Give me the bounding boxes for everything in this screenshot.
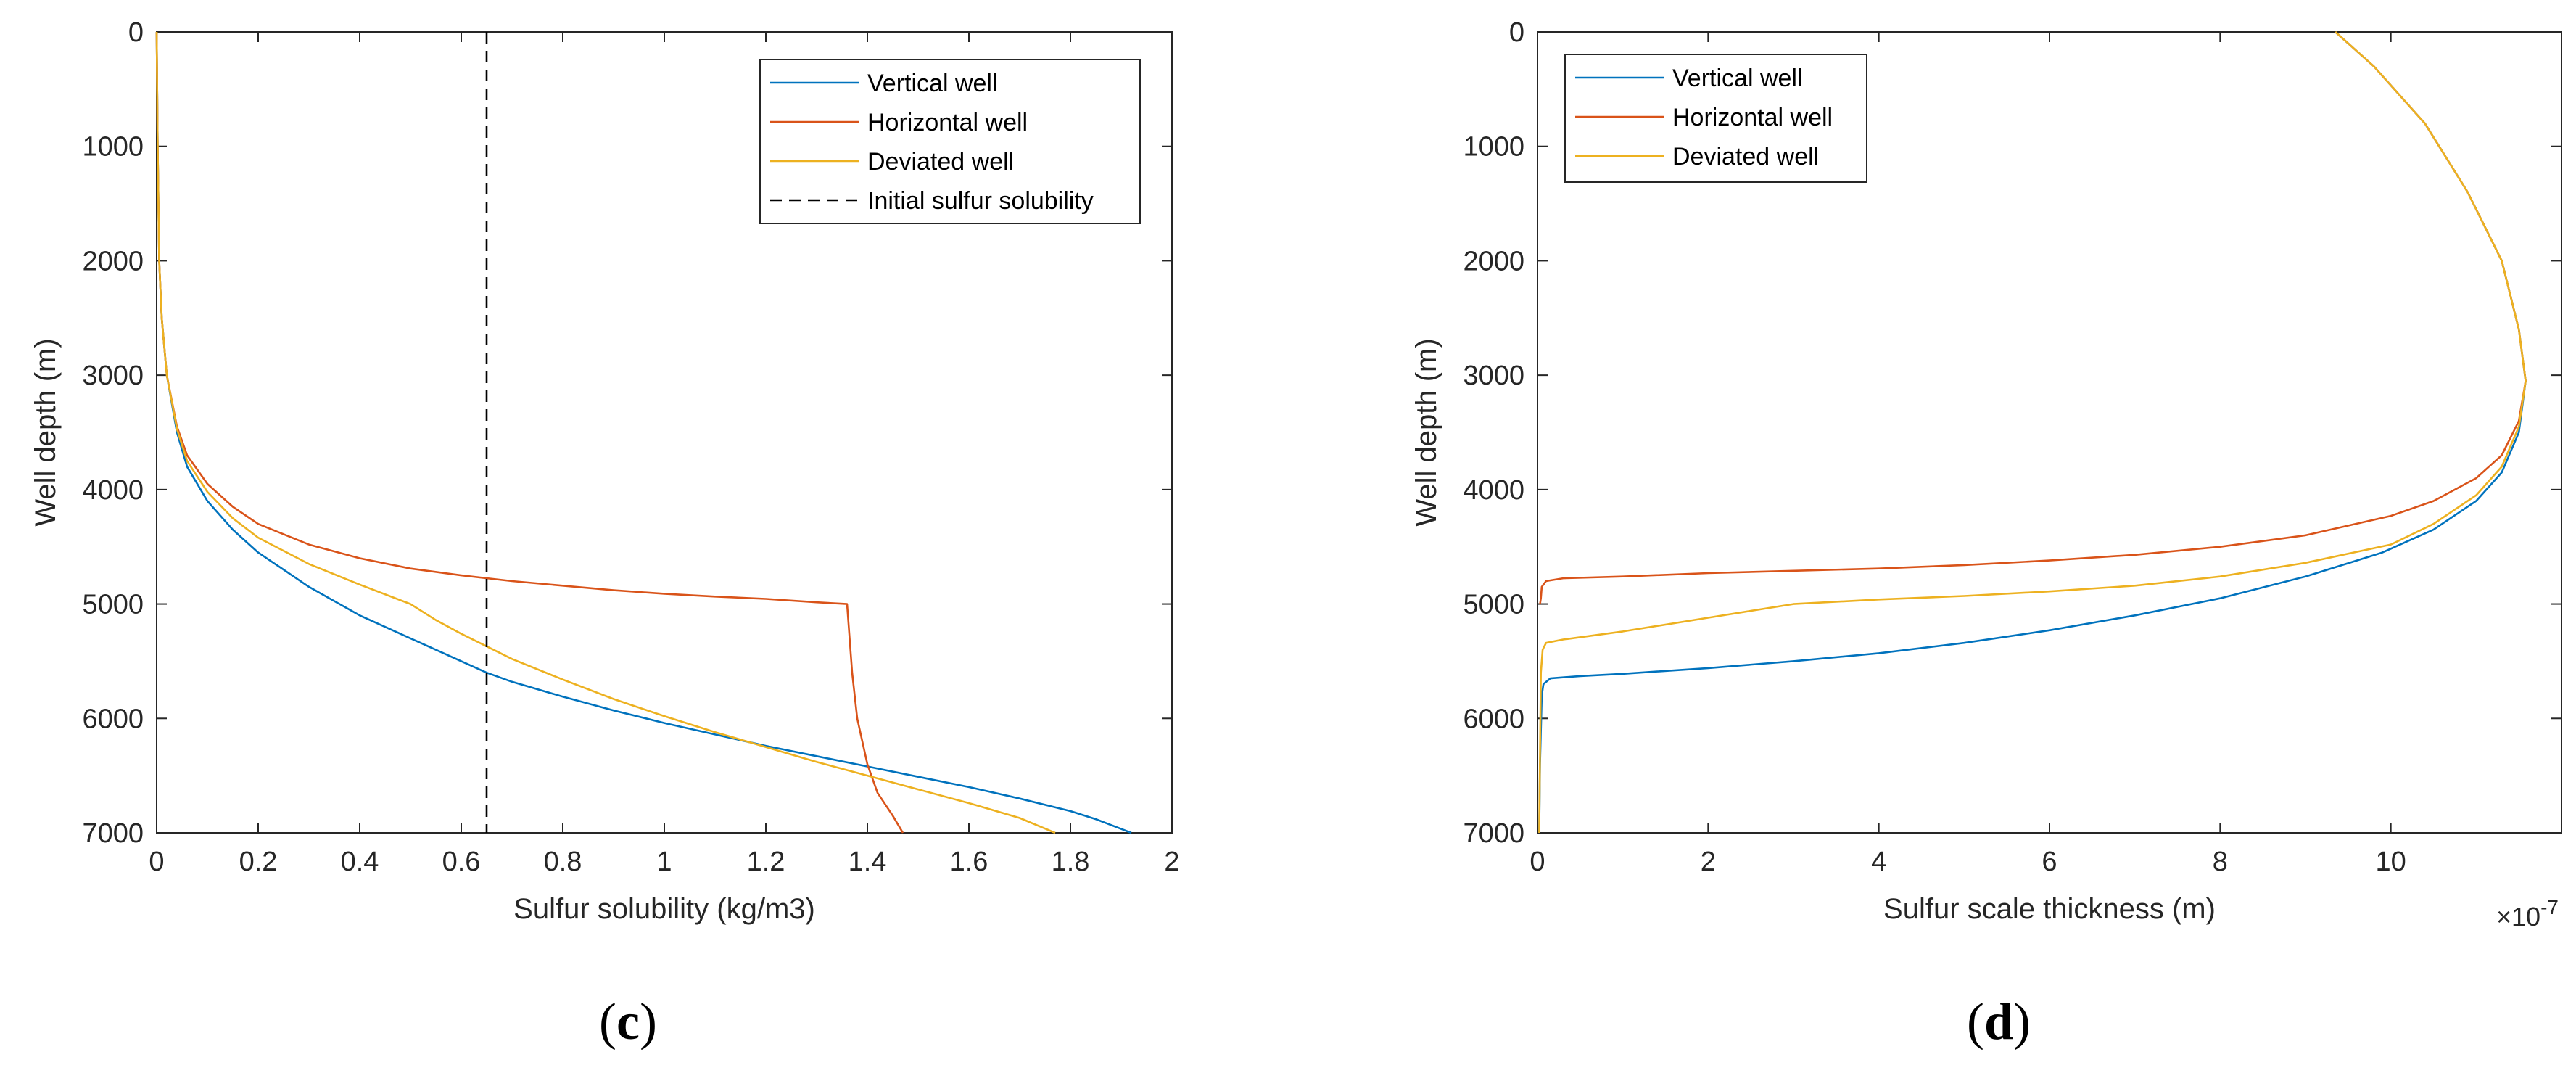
chart-d-lines	[1538, 31, 2527, 834]
chart-c-y-tick-label: 0	[128, 17, 144, 48]
chart-c-x-tick-label: 1.8	[1052, 847, 1090, 877]
chart-c-legend-label: Deviated well	[867, 148, 1014, 176]
chart-d-x-tick-label: 6	[2042, 847, 2057, 877]
chart-d-y-tick-label: 2000	[1463, 246, 1524, 276]
chart-c-x-tick-label: 0.2	[239, 847, 278, 877]
chart-d-y-tick-label: 6000	[1463, 704, 1524, 734]
chart-c-x-tick-label: 1.4	[849, 847, 887, 877]
chart-c: 0 0.2 0.4 0.6 0.8 1 1.2 1.4 1.6 1.8 2 0 1000 2000 300…	[30, 17, 1180, 1050]
chart-d-series-deviated-well	[1538, 31, 2527, 834]
chart-c-y-tick-label: 3000	[82, 361, 144, 391]
chart-d-y-tick-label: 3000	[1463, 361, 1524, 391]
chart-c-y-tick-label: 2000	[82, 246, 144, 276]
chart-d: 0 2 4 6 8 10 0 1000 2000 3000 4000 5000 6000 7000 Su…	[1411, 17, 2562, 1050]
chart-d-x-tick-label: 10	[2376, 847, 2406, 877]
chart-d-x-ticks: 0 2 4 6 8 10	[1530, 32, 2406, 877]
chart-d-legend-label: Horizontal well	[1672, 104, 1833, 131]
chart-c-legend-box	[759, 59, 1141, 224]
chart-d-y-tick-label: 0	[1509, 17, 1524, 48]
chart-c-y-tick-label: 5000	[82, 590, 144, 620]
chart-c-series-deviated-well	[155, 31, 1056, 834]
chart-c-y-tick-label: 4000	[82, 475, 144, 506]
chart-c-x-tick-label: 0.6	[442, 847, 481, 877]
chart-c-legend: Vertical well Horizontal well Deviated wel…	[759, 59, 1141, 224]
chart-c-x-tick-label: 0.8	[544, 847, 582, 877]
chart-c-x-axis-label: Sulfur solubility (kg/m3)	[513, 893, 815, 925]
chart-c-y-tick-label: 7000	[82, 818, 144, 849]
chart-d-x-tick-label: 8	[2213, 847, 2228, 877]
chart-d-x-tick-label: 2	[1701, 847, 1716, 877]
chart-d-x-tick-label: 4	[1871, 847, 1886, 877]
chart-c-y-tick-label: 6000	[82, 704, 144, 734]
chart-c-x-ticks: 0 0.2 0.4 0.6 0.8 1 1.2 1.4 1.6 1.8 2	[149, 32, 1180, 877]
chart-d-legend-label: Deviated well	[1672, 143, 1819, 170]
chart-c-lines	[155, 31, 1132, 834]
chart-d-legend: Vertical well Horizontal well Deviated wel…	[1564, 54, 1867, 183]
chart-d-y-tick-label: 5000	[1463, 590, 1524, 620]
chart-c-y-axis-label: Well depth (m)	[30, 338, 62, 526]
chart-d-x-exponent: ×10-7	[2496, 896, 2559, 932]
chart-c-panel-letter: c	[616, 992, 640, 1050]
chart-d-legend-label: Vertical well	[1672, 65, 1803, 92]
chart-c-x-tick-label: 0.4	[341, 847, 379, 877]
chart-d-y-tick-label: 1000	[1463, 132, 1524, 163]
chart-d-y-ticks: 0 1000 2000 3000 4000 5000 6000 7000	[1463, 17, 2561, 849]
chart-c-legend-label: Horizontal well	[867, 109, 1028, 136]
chart-c-x-tick-label: 1.6	[950, 847, 988, 877]
chart-d-x-axis-label: Sulfur scale thickness (m)	[1883, 893, 2216, 925]
chart-d-legend-box	[1564, 54, 1867, 183]
chart-d-x-exponent-power: -7	[2540, 896, 2559, 918]
chart-c-panel-label: (c)	[599, 992, 657, 1050]
chart-d-panel-letter: d	[1984, 992, 2013, 1050]
chart-c-x-tick-label: 2	[1164, 847, 1179, 877]
chart-d-x-tick-label: 0	[1530, 847, 1545, 877]
chart-d-y-axis-label: Well depth (m)	[1411, 338, 1442, 526]
chart-d-x-exponent-base: ×10	[2496, 902, 2540, 932]
chart-c-x-tick-label: 1	[656, 847, 672, 877]
chart-c-legend-label: Initial sulfur solubility	[867, 187, 1094, 215]
chart-d-y-tick-label: 4000	[1463, 475, 1524, 506]
chart-c-x-tick-label: 1.2	[747, 847, 785, 877]
chart-c-y-ticks: 0 1000 2000 3000 4000 5000 6000 7000	[82, 17, 1172, 849]
chart-c-y-tick-label: 1000	[82, 132, 144, 163]
chart-c-legend-label: Vertical well	[867, 70, 998, 97]
chart-d-y-tick-label: 7000	[1463, 818, 1524, 849]
chart-c-x-tick-label: 0	[149, 847, 164, 877]
chart-d-panel-label: (d)	[1967, 992, 2031, 1050]
